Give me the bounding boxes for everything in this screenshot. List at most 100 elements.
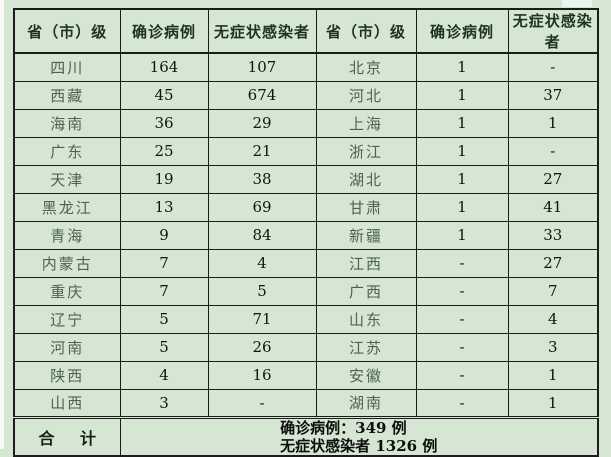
- asymptomatic-cell: 3: [507, 332, 599, 362]
- asymptomatic-cell: 21: [207, 136, 317, 166]
- asymptomatic-cell: -: [207, 388, 317, 418]
- confirmed-cell: -: [415, 248, 509, 278]
- table-row: 河南 5 26 江苏 - 3: [13, 332, 599, 362]
- province-cell: 重庆: [13, 276, 121, 306]
- asymptomatic-cell: 71: [207, 304, 317, 334]
- confirmed-cell: 5: [119, 304, 209, 334]
- asymptomatic-cell: 27: [507, 248, 599, 278]
- asymptomatic-cell: -: [507, 52, 599, 82]
- confirmed-cell: -: [415, 276, 509, 306]
- confirmed-cell: 36: [119, 108, 209, 138]
- confirmed-cell: 4: [119, 360, 209, 390]
- table-row: 陕西 4 16 安徽 - 1: [13, 360, 599, 390]
- confirmed-cell: -: [415, 388, 509, 418]
- asymptomatic-cell: 37: [507, 80, 599, 110]
- province-cell: 海南: [13, 108, 121, 138]
- total-summary-cell: 确诊病例：349 例 无症状感染者 1326 例: [119, 415, 599, 456]
- confirmed-cell: 9: [119, 220, 209, 250]
- asymptomatic-cell: 4: [507, 304, 599, 334]
- province-cell: 辽宁: [13, 304, 121, 334]
- confirmed-cell: 7: [119, 276, 209, 306]
- header-province-right: 省（市）级: [315, 8, 417, 54]
- asymptomatic-cell: 69: [207, 192, 317, 222]
- province-cell: 天津: [13, 164, 121, 194]
- asymptomatic-cell: 38: [207, 164, 317, 194]
- total-asymptomatic-line: 无症状感染者 1326 例: [280, 436, 438, 455]
- asymptomatic-cell: 26: [207, 332, 317, 362]
- asymptomatic-cell: 84: [207, 220, 317, 250]
- province-cell: 河北: [315, 80, 417, 110]
- table-row: 天津 19 38 湖北 1 27: [13, 164, 599, 194]
- header-asymptomatic-left: 无症状感染者: [207, 8, 317, 54]
- province-cell: 广东: [13, 136, 121, 166]
- asymptomatic-cell: 674: [207, 80, 317, 110]
- province-cell: 山西: [13, 388, 121, 418]
- confirmed-cell: 1: [415, 192, 509, 222]
- confirmed-cell: 25: [119, 136, 209, 166]
- table-row: 山西 3 - 湖南 - 1: [13, 388, 599, 418]
- table-row: 海南 36 29 上海 1 1: [13, 108, 599, 138]
- total-summary-text: 确诊病例：349 例 无症状感染者 1326 例: [280, 418, 438, 455]
- province-cell: 河南: [13, 332, 121, 362]
- province-cell: 湖南: [315, 388, 417, 418]
- table-row: 辽宁 5 71 山东 - 4: [13, 304, 599, 334]
- province-cell: 安徽: [315, 360, 417, 390]
- header-province-left: 省（市）级: [13, 8, 121, 54]
- table-row: 四川 164 107 北京 1 -: [13, 52, 599, 82]
- asymptomatic-cell: 1: [507, 388, 599, 418]
- province-cell: 北京: [315, 52, 417, 82]
- covid-stats-table: 省（市）级 确诊病例 无症状感染者 省（市）级 确诊病例 无症状感染者 四川 1…: [13, 8, 599, 457]
- confirmed-cell: 164: [119, 52, 209, 82]
- asymptomatic-cell: 5: [207, 276, 317, 306]
- header-confirmed-right: 确诊病例: [415, 8, 509, 54]
- confirmed-cell: -: [415, 332, 509, 362]
- confirmed-cell: 13: [119, 192, 209, 222]
- confirmed-cell: 7: [119, 248, 209, 278]
- asymptomatic-cell: 4: [207, 248, 317, 278]
- total-confirmed-line: 确诊病例：349 例: [280, 418, 407, 437]
- asymptomatic-cell: 1: [507, 108, 599, 138]
- asymptomatic-cell: 41: [507, 192, 599, 222]
- asymptomatic-cell: 1: [507, 360, 599, 390]
- confirmed-cell: -: [415, 360, 509, 390]
- confirmed-cell: 19: [119, 164, 209, 194]
- confirmed-cell: 5: [119, 332, 209, 362]
- asymptomatic-cell: 33: [507, 220, 599, 250]
- province-cell: 甘肃: [315, 192, 417, 222]
- asymptomatic-cell: 16: [207, 360, 317, 390]
- asymptomatic-cell: 107: [207, 52, 317, 82]
- confirmed-cell: 1: [415, 80, 509, 110]
- table-row: 重庆 7 5 广西 - 7: [13, 276, 599, 306]
- header-confirmed-left: 确诊病例: [119, 8, 209, 54]
- table-row: 内蒙古 7 4 江西 - 27: [13, 248, 599, 278]
- province-cell: 黑龙江: [13, 192, 121, 222]
- province-cell: 上海: [315, 108, 417, 138]
- confirmed-cell: 1: [415, 108, 509, 138]
- asymptomatic-cell: 27: [507, 164, 599, 194]
- total-label: 合 计: [13, 415, 121, 456]
- corner-highlight: [562, 0, 592, 7]
- confirmed-cell: 3: [119, 388, 209, 418]
- confirmed-cell: -: [415, 304, 509, 334]
- table-row: 西藏 45 674 河北 1 37: [13, 80, 599, 110]
- confirmed-cell: 1: [415, 164, 509, 194]
- asymptomatic-cell: -: [507, 136, 599, 166]
- table-header-row: 省（市）级 确诊病例 无症状感染者 省（市）级 确诊病例 无症状感染者: [13, 8, 599, 54]
- province-cell: 西藏: [13, 80, 121, 110]
- province-cell: 内蒙古: [13, 248, 121, 278]
- province-cell: 新疆: [315, 220, 417, 250]
- table-row: 黑龙江 13 69 甘肃 1 41: [13, 192, 599, 222]
- province-cell: 江苏: [315, 332, 417, 362]
- province-cell: 四川: [13, 52, 121, 82]
- province-cell: 青海: [13, 220, 121, 250]
- confirmed-cell: 1: [415, 136, 509, 166]
- table-row: 广东 25 21 浙江 1 -: [13, 136, 599, 166]
- province-cell: 广西: [315, 276, 417, 306]
- confirmed-cell: 1: [415, 52, 509, 82]
- province-cell: 浙江: [315, 136, 417, 166]
- asymptomatic-cell: 29: [207, 108, 317, 138]
- province-cell: 山东: [315, 304, 417, 334]
- header-asymptomatic-right: 无症状感染者: [507, 8, 599, 54]
- province-cell: 陕西: [13, 360, 121, 390]
- page-left-margin: [0, 0, 4, 449]
